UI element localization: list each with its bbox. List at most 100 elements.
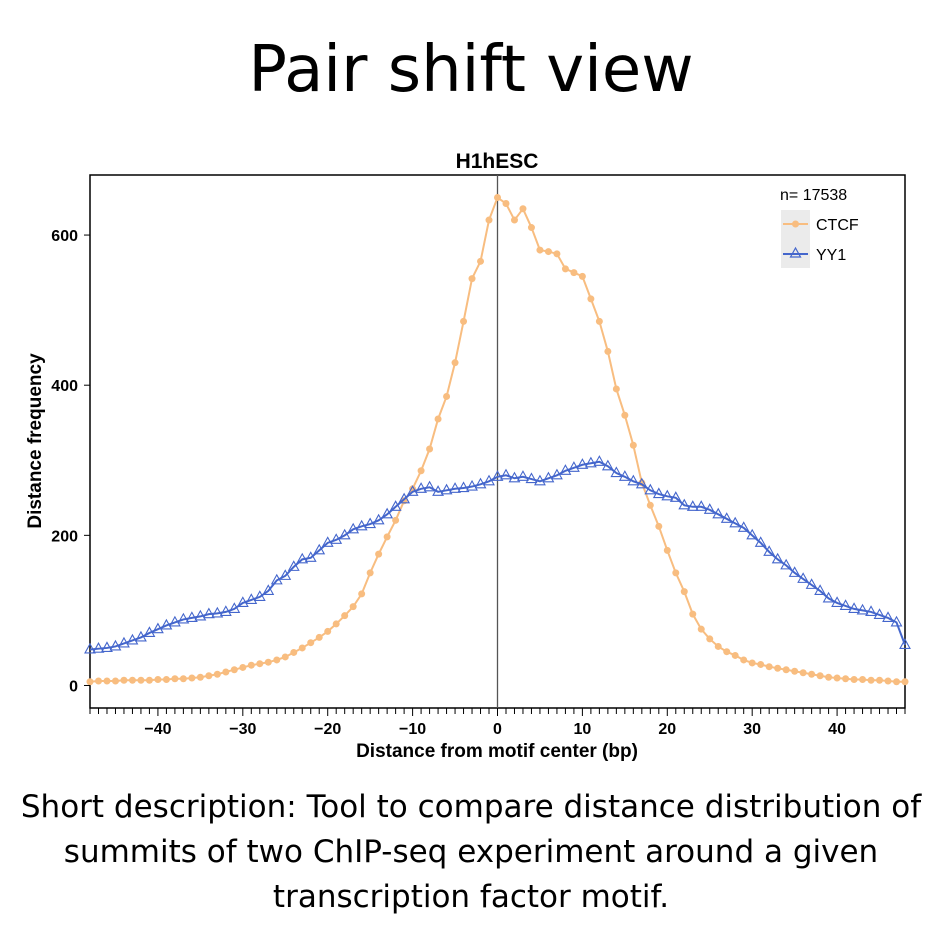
data-point-ctcf — [477, 257, 485, 265]
data-point-ctcf — [544, 248, 552, 256]
data-point-ctcf — [375, 550, 383, 558]
data-point-yy1 — [517, 470, 529, 481]
legend-key-yy1-marker — [789, 246, 802, 258]
data-point-yy1 — [865, 605, 877, 616]
data-point-yy1 — [389, 500, 402, 511]
data-point-ctcf — [154, 675, 162, 683]
data-point-ctcf — [468, 275, 476, 283]
data-point-yy1 — [508, 471, 521, 483]
data-point-yy1 — [126, 633, 139, 645]
data-point-ctcf — [222, 668, 230, 676]
data-point-ctcf — [366, 569, 374, 577]
data-point-ctcf — [349, 603, 357, 611]
data-point-yy1 — [202, 607, 215, 619]
data-point-yy1 — [652, 487, 665, 499]
data-point-ctcf — [205, 672, 213, 680]
data-point-yy1 — [525, 472, 538, 484]
data-point-yy1 — [678, 498, 691, 510]
data-point-yy1 — [219, 605, 232, 616]
data-point-ctcf — [111, 677, 119, 685]
data-point-yy1 — [466, 479, 478, 491]
data-point-yy1 — [194, 609, 207, 621]
data-point-ctcf — [196, 673, 204, 681]
data-point-yy1 — [381, 507, 394, 519]
data-point-ctcf — [536, 246, 544, 254]
x-axis: −40 −30 −20 −10 0 10 20 30 40 — [89, 708, 906, 738]
data-point-yy1 — [635, 477, 648, 489]
data-point-yy1 — [364, 517, 377, 529]
series-layer — [84, 194, 911, 686]
data-point-ctcf — [663, 546, 671, 554]
data-point-ctcf — [816, 672, 824, 680]
data-point-yy1 — [135, 630, 147, 642]
data-point-yy1 — [839, 599, 852, 610]
data-point-yy1 — [822, 591, 835, 603]
data-point-yy1 — [253, 590, 266, 601]
data-point-ctcf — [723, 648, 731, 656]
data-point-ctcf — [426, 445, 434, 453]
data-point-ctcf — [604, 347, 612, 355]
data-point-yy1 — [423, 480, 436, 492]
data-point-ctcf — [587, 295, 595, 303]
data-point-yy1 — [856, 603, 869, 615]
data-point-ctcf — [876, 676, 884, 684]
data-point-yy1 — [355, 519, 368, 531]
data-point-ctcf — [884, 677, 892, 685]
data-point-ctcf — [273, 656, 281, 664]
data-point-yy1 — [84, 642, 96, 654]
data-point-ctcf — [213, 670, 221, 678]
data-point-yy1 — [720, 512, 733, 523]
x-tick-label: −30 — [229, 721, 256, 738]
data-point-ctcf — [417, 467, 425, 475]
data-point-yy1 — [712, 507, 725, 519]
data-point-ctcf — [324, 627, 332, 635]
data-point-ctcf — [629, 441, 637, 449]
legend: n= 17538 CTCF YY1 — [780, 187, 859, 268]
data-point-yy1 — [330, 533, 343, 544]
data-point-yy1 — [797, 572, 810, 583]
data-point-ctcf — [443, 392, 451, 400]
data-point-yy1 — [262, 584, 275, 595]
data-point-yy1 — [296, 552, 309, 564]
data-point-yy1 — [831, 596, 844, 607]
data-point-ctcf — [519, 205, 527, 213]
data-point-yy1 — [177, 612, 190, 624]
data-point-yy1 — [848, 602, 860, 613]
data-point-ctcf — [799, 669, 807, 677]
data-point-yy1 — [483, 474, 495, 486]
data-point-yy1 — [780, 558, 793, 570]
data-point-yy1 — [92, 642, 105, 653]
data-point-ctcf — [264, 658, 272, 666]
data-point-ctcf — [578, 272, 586, 280]
data-point-yy1 — [899, 638, 911, 649]
data-point-ctcf — [621, 411, 629, 419]
series-line-yy1 — [89, 460, 906, 651]
data-point-yy1 — [703, 503, 716, 514]
x-tick-label: 0 — [493, 721, 502, 738]
data-point-ctcf — [774, 664, 782, 672]
data-point-yy1 — [576, 458, 589, 469]
data-point-ctcf — [850, 675, 858, 683]
x-tick-label: −40 — [144, 721, 171, 738]
data-point-yy1 — [601, 459, 614, 471]
data-point-yy1 — [567, 461, 580, 472]
data-point-ctcf — [494, 194, 501, 202]
data-point-ctcf — [570, 269, 578, 277]
data-point-yy1 — [228, 602, 241, 613]
series-ctcf — [86, 194, 909, 686]
data-point-yy1 — [245, 593, 258, 604]
data-point-ctcf — [94, 677, 102, 685]
data-point-ctcf — [791, 667, 799, 675]
data-point-yy1 — [610, 466, 623, 478]
data-point-yy1 — [763, 545, 776, 556]
data-point-ctcf — [298, 644, 306, 652]
data-point-yy1 — [372, 513, 385, 525]
x-tick-label: 10 — [573, 721, 591, 738]
data-point-yy1 — [321, 536, 334, 547]
data-point-ctcf — [867, 676, 875, 684]
data-point-yy1 — [440, 483, 453, 495]
data-point-ctcf — [731, 651, 739, 659]
data-point-ctcf — [782, 666, 790, 674]
data-point-ctcf — [689, 610, 697, 618]
data-point-yy1 — [754, 536, 767, 547]
